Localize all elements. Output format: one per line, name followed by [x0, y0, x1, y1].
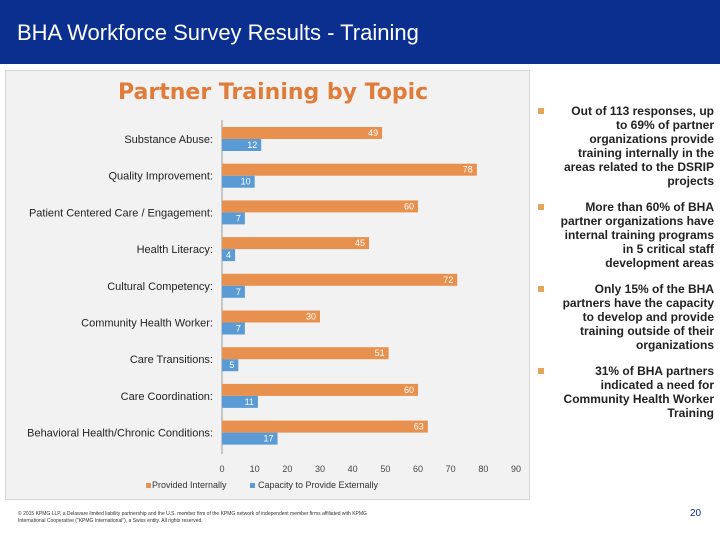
data-label-provided: 72: [443, 275, 453, 285]
x-tick-label: 20: [282, 464, 292, 474]
bullet-text: Only 15% of the BHA partners have the ca…: [562, 282, 714, 352]
data-label-provided: 45: [355, 238, 365, 248]
data-label-capacity: 10: [241, 177, 251, 187]
data-label-provided: 51: [375, 348, 385, 358]
x-tick-label: 70: [446, 464, 456, 474]
bullet-marker-icon: [538, 204, 544, 210]
category-label: Health Literacy:: [137, 244, 213, 256]
bar-provided-internally: [222, 127, 383, 139]
data-label-capacity: 11: [245, 397, 254, 407]
category-label: Quality Improvement:: [108, 171, 213, 183]
category-label: Community Health Worker:: [81, 318, 213, 330]
category-label: Patient Centered Care / Engagement:: [29, 207, 213, 219]
bar-capacity-externally: [222, 322, 245, 335]
bar-capacity-externally: [222, 395, 258, 408]
bullet-item: More than 60% of BHA partner organizatio…: [538, 200, 714, 270]
bullet-item: Out of 113 responses, up to 69% of partn…: [538, 104, 714, 188]
x-tick-label: 60: [413, 464, 423, 474]
data-label-provided: 60: [404, 385, 414, 395]
data-label-capacity: 12: [247, 140, 257, 150]
data-label-provided: 30: [306, 312, 316, 322]
page-number: 20: [690, 508, 702, 519]
bar-provided-internally: [222, 310, 321, 323]
category-label: Care Coordination:: [121, 391, 213, 403]
category-label: Behavioral Health/Chronic Conditions:: [27, 428, 213, 440]
bullet-marker-icon: [538, 108, 544, 114]
bullet-text: More than 60% of BHA partner organizatio…: [560, 200, 714, 270]
legend-label-capacity: Capacity to Provide Externally: [258, 480, 379, 490]
bullet-item: 31% of BHA partners indicated a need for…: [538, 364, 714, 420]
bar-provided-internally: [222, 420, 428, 433]
bullet-text: 31% of BHA partners indicated a need for…: [563, 364, 714, 420]
bar-provided-internally: [222, 347, 389, 360]
bar-capacity-externally: [222, 249, 236, 262]
data-label-provided: 60: [404, 201, 414, 211]
slide-header: BHA Workforce Survey Results - Training: [0, 0, 720, 64]
x-tick-label: 90: [511, 464, 521, 474]
bar-capacity-externally: [222, 212, 245, 225]
chart-title: Partner Training by Topic: [118, 80, 429, 105]
data-label-capacity: 5: [229, 360, 234, 370]
bullet-list: Out of 113 responses, up to 69% of partn…: [538, 104, 714, 432]
data-label-provided: 49: [368, 128, 378, 138]
data-label-capacity: 7: [236, 287, 241, 297]
bar-capacity-externally: [222, 432, 278, 445]
legend-label-provided: Provided Internally: [152, 480, 227, 490]
bar-provided-internally: [222, 273, 458, 286]
x-tick-label: 80: [478, 464, 488, 474]
legend-swatch-provided: [146, 483, 151, 488]
category-label: Cultural Competency:: [107, 281, 213, 293]
data-label-provided: 63: [414, 422, 424, 432]
bullet-text: Out of 113 responses, up to 69% of partn…: [563, 104, 714, 188]
x-tick-label: 30: [315, 464, 325, 474]
data-label-capacity: 4: [226, 250, 231, 260]
bar-capacity-externally: [222, 139, 262, 151]
x-tick-label: 0: [219, 464, 224, 474]
x-tick-label: 10: [250, 464, 260, 474]
data-label-provided: 78: [463, 165, 473, 175]
bar-capacity-externally: [222, 175, 255, 188]
bar-provided-internally: [222, 200, 419, 213]
copyright-note: © 2015 KPMG LLP, a Delaware limited liab…: [18, 511, 367, 524]
x-tick-label: 40: [348, 464, 358, 474]
data-label-capacity: 7: [236, 213, 241, 223]
category-label: Care Transitions:: [130, 354, 213, 366]
legend-swatch-capacity: [250, 483, 255, 488]
bullet-marker-icon: [538, 368, 544, 374]
bar-provided-internally: [222, 383, 419, 396]
bar-capacity-externally: [222, 285, 245, 298]
bar-capacity-externally: [222, 359, 239, 372]
bullet-marker-icon: [538, 286, 544, 292]
bullet-item: Only 15% of the BHA partners have the ca…: [538, 282, 714, 352]
slide-title: BHA Workforce Survey Results - Training: [17, 20, 419, 45]
data-label-capacity: 17: [264, 434, 274, 444]
x-tick-label: 50: [380, 464, 390, 474]
data-label-capacity: 7: [236, 324, 241, 334]
category-label: Substance Abuse:: [124, 134, 213, 146]
bar-provided-internally: [222, 163, 477, 176]
bar-provided-internally: [222, 237, 370, 250]
